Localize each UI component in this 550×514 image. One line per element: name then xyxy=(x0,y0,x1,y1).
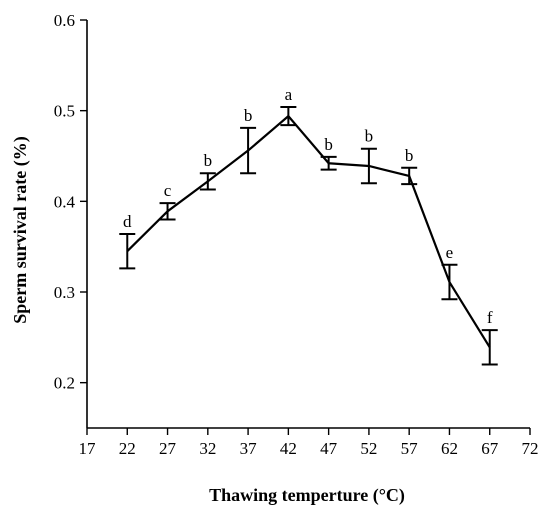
x-tick-label: 52 xyxy=(360,439,377,458)
series-line xyxy=(126,115,491,348)
x-tick-label: 72 xyxy=(522,439,539,458)
y-tick-label: 0.3 xyxy=(54,283,75,302)
x-tick-label: 67 xyxy=(481,439,499,458)
y-tick-label: 0.4 xyxy=(54,192,76,211)
significance-label: b xyxy=(365,127,374,146)
y-tick-label: 0.6 xyxy=(54,11,75,30)
x-tick-label: 57 xyxy=(401,439,419,458)
axes xyxy=(86,20,530,429)
y-tick-label: 0.5 xyxy=(54,102,75,121)
significance-label: a xyxy=(285,85,293,104)
y-axis-ticks: 0.2 0.3 0.4 0.5 0.6 xyxy=(54,11,87,393)
x-tick-label: 32 xyxy=(199,439,216,458)
x-axis-label: Thawing temperture (°C) xyxy=(209,485,405,506)
data-series: d c b b a b b b e f xyxy=(119,85,498,366)
x-tick-label: 42 xyxy=(280,439,297,458)
y-tick-label: 0.2 xyxy=(54,374,75,393)
significance-label: b xyxy=(405,146,414,165)
x-axis-ticks: 17 22 27 32 37 42 47 52 57 62 67 72 xyxy=(79,428,539,458)
x-tick-label: 27 xyxy=(159,439,177,458)
significance-label: b xyxy=(324,135,333,154)
significance-label: b xyxy=(204,151,213,170)
x-tick-label: 22 xyxy=(119,439,136,458)
significance-label: e xyxy=(446,243,454,262)
y-axis-label: Sperm survival rate (%) xyxy=(10,136,31,323)
x-tick-label: 47 xyxy=(320,439,338,458)
significance-label: d xyxy=(123,212,132,231)
x-tick-label: 17 xyxy=(79,439,97,458)
significance-label: f xyxy=(487,308,493,327)
x-tick-label: 62 xyxy=(441,439,458,458)
x-tick-label: 37 xyxy=(240,439,258,458)
significance-label: c xyxy=(164,181,172,200)
significance-label: b xyxy=(244,106,253,125)
